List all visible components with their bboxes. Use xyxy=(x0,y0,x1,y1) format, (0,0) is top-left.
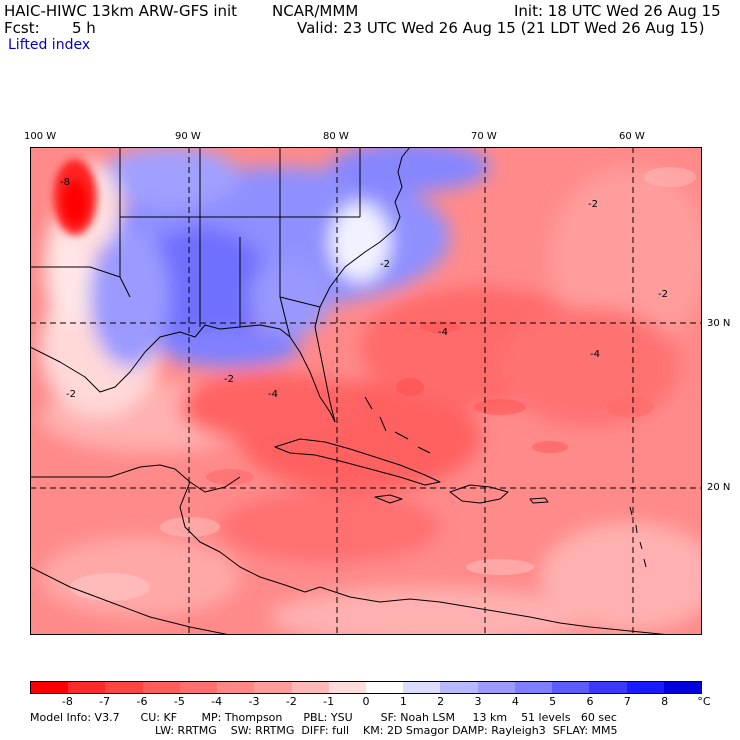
colorbar-tick-label: -8 xyxy=(61,695,73,708)
latlon-grid xyxy=(30,147,702,635)
init-time: Init: 18 UTC Wed 26 Aug 15 xyxy=(514,2,721,20)
colorbar-tick-label: -3 xyxy=(248,695,260,708)
colorbar-tick-label: 5 xyxy=(549,695,557,708)
colorbar-tick-label: 2 xyxy=(437,695,445,708)
colorbar-tick-label: -6 xyxy=(136,695,148,708)
lon-label-70w: 70 W xyxy=(471,131,497,142)
forecast-hour: 5 h xyxy=(72,19,96,37)
contour-label: -8 xyxy=(60,177,70,188)
contour-label: -2 xyxy=(588,199,598,210)
colorbar-tick-label: 4 xyxy=(511,695,519,708)
contour-label: -2 xyxy=(224,374,234,385)
colorbar-segment xyxy=(68,682,106,693)
colorbar-segment xyxy=(440,682,478,693)
model-info-line1: Model Info: V3.7 CU: KF MP: Thompson PBL… xyxy=(30,711,617,724)
field-name: Lifted index xyxy=(8,37,91,53)
colorbar-segment xyxy=(663,682,701,693)
lon-label-100w: 100 W xyxy=(24,131,57,142)
colorbar-segment xyxy=(589,682,627,693)
colorbar-tick-label: -1 xyxy=(323,695,335,708)
colorbar-segment xyxy=(291,682,329,693)
organization-label: NCAR/MMM xyxy=(272,2,359,20)
colorbar-unit: °C xyxy=(697,695,711,708)
colorbar-segment xyxy=(514,682,553,693)
contour-label: -4 xyxy=(590,349,600,360)
colorbar-segment xyxy=(552,682,590,693)
lon-label-60w: 60 W xyxy=(619,131,645,142)
colorbar-tick-label: 6 xyxy=(586,695,594,708)
colorbar-tick-label: -2 xyxy=(285,695,297,708)
contour-label: -2 xyxy=(658,289,668,300)
lifted-index-map: -8 -2 -4 -4 -2 -2 -4 -2 -2 xyxy=(30,147,702,635)
colorbar-segment xyxy=(179,682,218,693)
colorbar-tick-label: -7 xyxy=(99,695,111,708)
colorbar-segment xyxy=(105,682,143,693)
colorbar-segment xyxy=(328,682,366,693)
colorbar-segment xyxy=(626,682,664,693)
colorbar xyxy=(30,681,702,694)
model-title: HAIC-HIWC 13km ARW-GFS init xyxy=(4,2,238,20)
map-frame xyxy=(30,147,702,635)
colorbar-tick-label: 7 xyxy=(623,695,631,708)
coastlines xyxy=(30,147,671,635)
colorbar-tick-label: 8 xyxy=(661,695,669,708)
valid-time: Valid: 23 UTC Wed 26 Aug 15 (21 LDT Wed … xyxy=(297,19,705,37)
colorbar-tick-label: 1 xyxy=(399,695,407,708)
forecast-label: Fcst: xyxy=(4,19,40,37)
contour-label: -4 xyxy=(268,389,278,400)
contour-label: -2 xyxy=(380,259,390,270)
lat-label-30n: 30 N xyxy=(707,318,731,329)
contour-label: -4 xyxy=(438,327,448,338)
colorbar-segment xyxy=(142,682,180,693)
colorbar-tick-label: -5 xyxy=(173,695,185,708)
contour-label: -2 xyxy=(66,389,76,400)
shading-field xyxy=(40,147,702,635)
model-info-line2: LW: RRTMG SW: RRTMG DIFF: full KM: 2D Sm… xyxy=(155,724,618,737)
lat-label-20n: 20 N xyxy=(707,482,731,493)
colorbar-tick-label: 0 xyxy=(362,695,370,708)
colorbar-segment xyxy=(31,682,69,693)
colorbar-tick-label: -4 xyxy=(211,695,223,708)
lon-label-90w: 90 W xyxy=(175,131,201,142)
colorbar-segment xyxy=(477,682,515,693)
colorbar-segment xyxy=(217,682,255,693)
colorbar-tick-label: 3 xyxy=(474,695,482,708)
lon-label-80w: 80 W xyxy=(323,131,349,142)
colorbar-segment xyxy=(403,682,441,693)
colorbar-segment xyxy=(365,682,404,693)
colorbar-segment xyxy=(254,682,292,693)
